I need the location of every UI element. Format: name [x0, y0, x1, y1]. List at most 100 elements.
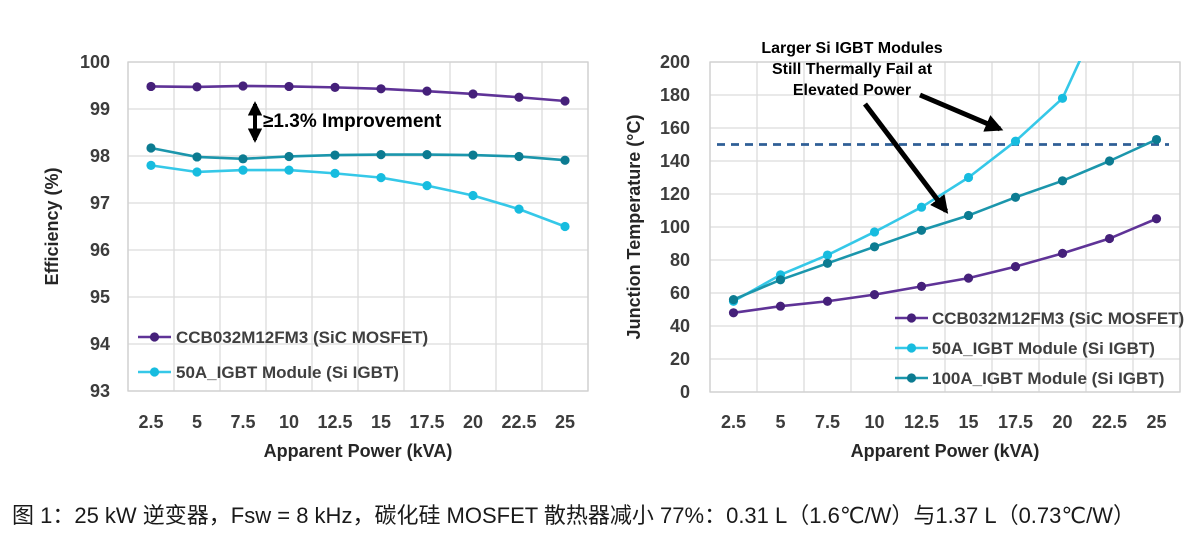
data-point — [963, 172, 974, 183]
thermal-fail-arrow — [863, 102, 949, 214]
data-point — [376, 173, 386, 183]
x-tick-label: 5 — [192, 412, 202, 432]
data-point — [1104, 156, 1115, 166]
series-line — [150, 164, 566, 228]
plot-border — [127, 61, 589, 392]
y-tick-label: 60 — [670, 283, 690, 303]
data-point — [560, 96, 570, 106]
data-point — [422, 149, 432, 160]
data-point — [963, 210, 974, 221]
data-point — [916, 225, 927, 235]
legend-entry: 50A_IGBT Module (Si IGBT) — [138, 363, 399, 382]
data-point — [963, 273, 974, 283]
y-tick-label: 96 — [90, 240, 110, 260]
data-point — [1151, 214, 1162, 224]
legend-entry: 100A_IGBT Module (Si IGBT) — [895, 369, 1164, 388]
data-point — [822, 250, 833, 260]
x-tick-label: 15 — [371, 412, 391, 432]
x-axis-title: Apparent Power (kVA) — [264, 441, 453, 461]
efficiency-chart: 93 94 95 96 97 98 99 100 2.5 5 7.5 10 12.5 15 17.5 20 22… — [42, 52, 589, 461]
data-point — [916, 202, 927, 212]
x-tick-label: 12.5 — [904, 412, 939, 432]
series-line — [732, 138, 1158, 301]
y-tick-label: 200 — [660, 52, 690, 72]
data-point — [514, 151, 524, 162]
x-tick-label: 20 — [463, 412, 483, 432]
data-point — [238, 81, 248, 91]
data-point — [560, 155, 570, 165]
data-point — [869, 242, 880, 252]
series-line — [733, 217, 1158, 315]
data-point — [775, 301, 786, 311]
data-point — [376, 149, 386, 160]
data-point — [1010, 192, 1021, 202]
data-point — [376, 84, 386, 94]
data-point — [468, 190, 478, 201]
data-point — [1104, 233, 1115, 244]
svg-text:CCB032M12FM3 (SiC MOSFET): CCB032M12FM3 (SiC MOSFET) — [932, 309, 1184, 328]
y-tick-label: 100 — [660, 217, 690, 237]
y-tick-label: 40 — [670, 316, 690, 336]
data-point — [192, 167, 202, 177]
x-tick-label: 17.5 — [998, 412, 1033, 432]
x-tick-label: 2.5 — [138, 412, 163, 432]
data-point — [284, 151, 294, 162]
y-tick-label: 94 — [90, 334, 110, 354]
y-tick-label: 0 — [680, 382, 690, 402]
data-point — [916, 281, 927, 291]
data-point — [284, 165, 294, 175]
svg-text:50A_IGBT Module (Si IGBT): 50A_IGBT Module (Si IGBT) — [176, 363, 399, 382]
data-point — [1151, 134, 1162, 145]
y-tick-label: 95 — [90, 287, 110, 307]
data-point — [238, 165, 248, 175]
y-tick-label: 93 — [90, 381, 110, 401]
y-tick-label: 80 — [670, 250, 690, 270]
thermal-fail-annotation: Larger Si IGBT Modules — [761, 40, 942, 57]
x-tick-label: 2.5 — [721, 412, 746, 432]
svg-text:CCB032M12FM3 (SiC MOSFET): CCB032M12FM3 (SiC MOSFET) — [176, 328, 428, 347]
data-point — [146, 160, 156, 170]
data-point — [468, 89, 478, 99]
y-axis-title: Efficiency (%) — [42, 167, 62, 285]
data-point — [330, 82, 340, 92]
x-tick-label: 7.5 — [230, 412, 255, 432]
thermal-fail-arrow — [919, 92, 1004, 132]
data-point — [1057, 248, 1068, 258]
y-tick-label: 100 — [80, 52, 110, 72]
x-tick-label: 5 — [775, 412, 785, 432]
legend-entry: CCB032M12FM3 (SiC MOSFET) — [895, 309, 1184, 328]
figure-caption: 图 1：25 kW 逆变器，Fsw = 8 kHz，碳化硅 MOSFET 散热器… — [12, 503, 1135, 528]
data-point — [1057, 176, 1068, 186]
legend-entry: 50A_IGBT Module (Si IGBT) — [895, 339, 1155, 358]
x-tick-label: 22.5 — [1092, 412, 1127, 432]
y-tick-label: 140 — [660, 151, 690, 171]
data-point — [238, 154, 248, 164]
data-point — [146, 143, 156, 153]
data-point — [1010, 136, 1021, 146]
data-point — [422, 181, 432, 191]
data-point — [775, 275, 786, 285]
x-tick-label: 25 — [1146, 412, 1166, 432]
x-tick-label: 22.5 — [501, 412, 536, 432]
y-axis-title: Junction Temperature (°C) — [624, 115, 644, 340]
svg-text:50A_IGBT Module (Si IGBT): 50A_IGBT Module (Si IGBT) — [932, 339, 1155, 358]
y-tick-label: 180 — [660, 85, 690, 105]
data-point — [330, 168, 340, 178]
data-point — [869, 227, 880, 237]
data-point — [728, 295, 739, 305]
data-point — [822, 296, 833, 306]
data-point — [146, 81, 156, 92]
x-tick-label: 25 — [555, 412, 575, 432]
data-point — [1010, 262, 1021, 272]
data-point — [728, 308, 739, 318]
y-tick-label: 20 — [670, 349, 690, 369]
data-point — [192, 152, 202, 162]
y-tick-label: 160 — [660, 118, 690, 138]
data-point — [822, 258, 833, 268]
data-point — [422, 86, 432, 96]
svg-text:100A_IGBT Module (Si IGBT): 100A_IGBT Module (Si IGBT) — [932, 369, 1164, 388]
series-line — [150, 146, 566, 162]
data-point — [192, 82, 202, 92]
y-tick-label: 98 — [90, 146, 110, 166]
data-point — [468, 150, 478, 160]
